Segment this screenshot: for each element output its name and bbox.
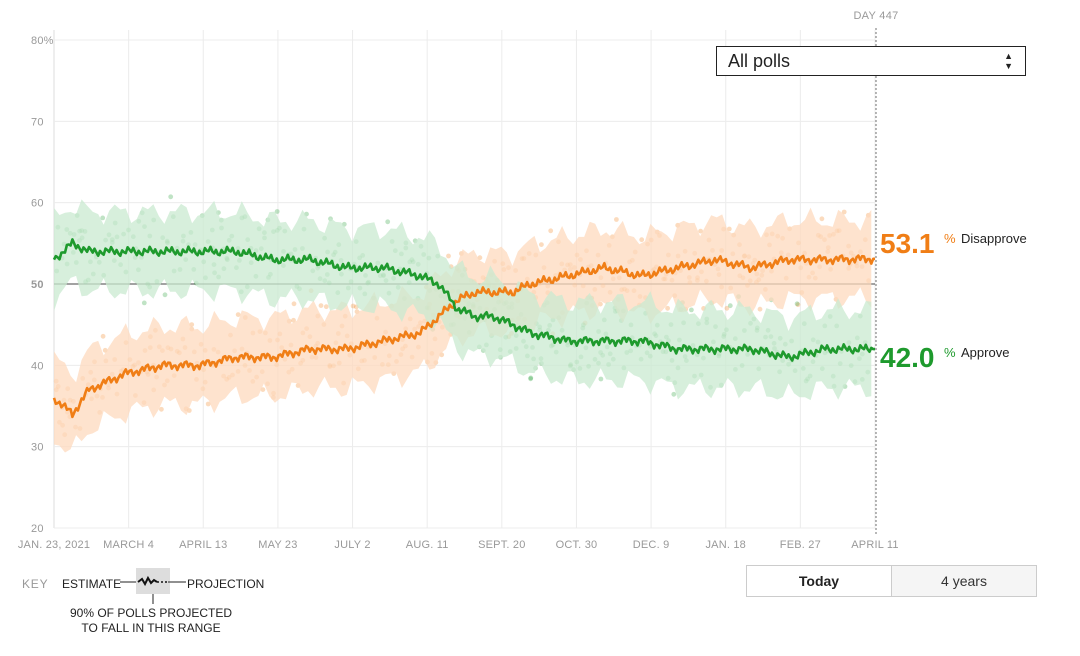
poll-dot bbox=[477, 255, 483, 261]
poll-dot bbox=[318, 303, 324, 308]
poll-dot bbox=[205, 401, 211, 407]
series-lines bbox=[52, 238, 875, 419]
x-tick-label: APRIL 11 bbox=[851, 539, 898, 551]
y-tick-label: 20 bbox=[31, 523, 44, 535]
key-note-line-2: TO FALL IN THIS RANGE bbox=[81, 621, 221, 635]
line-disapprove bbox=[52, 254, 875, 419]
day-marker-label: DAY 447 bbox=[853, 10, 898, 22]
poll-dot bbox=[614, 217, 619, 222]
key-title: KEY bbox=[22, 577, 49, 591]
poll-dot bbox=[291, 301, 297, 307]
band-approve bbox=[54, 199, 872, 401]
end-label-approve: 42.0% Approve bbox=[880, 342, 1009, 373]
poll-dot bbox=[726, 226, 732, 232]
uncertainty-bands bbox=[54, 199, 872, 453]
poll-dot bbox=[385, 219, 391, 225]
poll-dot bbox=[757, 306, 763, 312]
poll-dot bbox=[665, 305, 670, 311]
axis-ticks: JAN. 23, 2021 MARCH 4 APRIL 13 MAY 23 JULY 2… bbox=[18, 35, 899, 551]
poll-dot bbox=[548, 228, 554, 234]
poll-dot bbox=[162, 292, 168, 298]
x-tick-label: JAN. 23, 2021 bbox=[18, 539, 90, 551]
y-tick-label: 70 bbox=[31, 116, 44, 128]
end-series-name: Approve bbox=[961, 345, 1009, 360]
select-arrows-icon: ▲ ▼ bbox=[1004, 51, 1013, 71]
poll-dot bbox=[727, 303, 733, 309]
x-tick-label: MARCH 4 bbox=[103, 539, 154, 551]
poll-dot bbox=[100, 333, 106, 339]
x-tick-label: AUG. 11 bbox=[406, 539, 449, 551]
poll-dot bbox=[100, 215, 106, 221]
key-note: 90% OF POLLS PROJECTED TO FALL IN THIS R… bbox=[66, 606, 236, 636]
range-today-button[interactable]: Today bbox=[747, 566, 891, 596]
poll-dot bbox=[598, 376, 604, 382]
line-approve bbox=[52, 238, 875, 362]
poll-filter-select[interactable]: All polls ▲ ▼ bbox=[716, 46, 1026, 76]
poll-dot bbox=[528, 375, 534, 381]
end-label-disapprove: 53.1% Disapprove bbox=[880, 228, 1027, 259]
poll-dot bbox=[189, 322, 195, 327]
y-tick-label: 60 bbox=[31, 198, 44, 210]
poll-dot bbox=[159, 406, 164, 412]
poll-dot bbox=[141, 300, 147, 306]
range-4-years-button[interactable]: 4 years bbox=[891, 566, 1036, 596]
poll-dot bbox=[291, 317, 296, 323]
x-tick-label: FEB. 27 bbox=[780, 539, 821, 551]
key-graphic-icon bbox=[120, 568, 186, 604]
poll-dot bbox=[794, 301, 800, 307]
end-percent-sign: % bbox=[944, 345, 956, 360]
key-projection-label: PROJECTION bbox=[187, 577, 265, 591]
x-tick-label: JULY 2 bbox=[334, 539, 370, 551]
poll-dot bbox=[724, 305, 730, 311]
key-note-line-1: 90% OF POLLS PROJECTED bbox=[69, 606, 233, 620]
poll-dot bbox=[689, 307, 694, 313]
poll-dot bbox=[235, 312, 241, 317]
end-series-name: Disapprove bbox=[961, 231, 1027, 246]
y-tick-label: 50 bbox=[31, 279, 44, 291]
end-value: 53.1 bbox=[880, 228, 935, 259]
x-tick-label: MAY 23 bbox=[258, 539, 297, 551]
poll-dot bbox=[639, 237, 645, 243]
poll-dot bbox=[274, 209, 280, 214]
poll-dot bbox=[539, 242, 544, 248]
y-tick-label: 40 bbox=[31, 360, 44, 372]
end-labels: 53.1% Disapprove 42.0% Approve bbox=[880, 228, 1027, 373]
poll-dot bbox=[168, 194, 174, 200]
x-tick-label: DEC. 9 bbox=[633, 539, 670, 551]
poll-dot bbox=[671, 391, 677, 397]
y-tick-label: 80% bbox=[31, 35, 54, 47]
poll-dot bbox=[528, 376, 533, 382]
x-tick-label: JAN. 18 bbox=[705, 539, 746, 551]
poll-dot bbox=[698, 228, 703, 234]
x-tick-label: APRIL 13 bbox=[179, 539, 227, 551]
end-value: 42.0 bbox=[880, 342, 935, 373]
poll-dot bbox=[446, 253, 451, 259]
poll-dot bbox=[841, 209, 847, 215]
poll-filter-value: All polls bbox=[728, 50, 791, 71]
y-tick-label: 30 bbox=[31, 442, 44, 454]
range-toggle: Today 4 years bbox=[746, 565, 1037, 597]
poll-dot bbox=[323, 304, 329, 310]
key-estimate-label: ESTIMATE bbox=[62, 577, 122, 591]
poll-dot bbox=[350, 303, 356, 309]
grid-lines bbox=[53, 30, 876, 529]
x-tick-label: OCT. 30 bbox=[556, 539, 598, 551]
poll-dot bbox=[795, 302, 801, 308]
poll-dot bbox=[819, 216, 825, 222]
x-tick-label: SEPT. 20 bbox=[478, 539, 525, 551]
end-percent-sign: % bbox=[944, 231, 956, 246]
